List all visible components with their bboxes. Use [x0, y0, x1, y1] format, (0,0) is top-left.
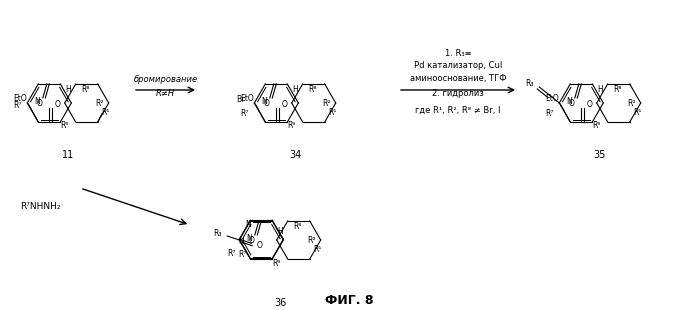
Text: H: H	[277, 227, 283, 236]
Text: 35: 35	[594, 150, 606, 160]
Text: Br: Br	[236, 95, 244, 104]
Text: R≠H: R≠H	[156, 90, 175, 99]
Text: O: O	[256, 241, 262, 250]
Text: EtO: EtO	[545, 94, 559, 103]
Text: 1. R₃≡: 1. R₃≡	[445, 50, 471, 59]
Text: R⁸: R⁸	[614, 86, 622, 95]
Text: ФИГ. 8: ФИГ. 8	[325, 294, 373, 307]
Text: R₃: R₃	[213, 229, 221, 238]
Text: O: O	[568, 100, 574, 108]
Text: R¹: R¹	[313, 245, 322, 254]
Text: R⁷: R⁷	[227, 250, 235, 259]
Text: R₃: R₃	[525, 78, 533, 87]
Text: R⁷: R⁷	[13, 100, 22, 109]
Text: N: N	[34, 97, 40, 106]
Text: R¹: R¹	[101, 108, 110, 117]
Text: N: N	[239, 237, 244, 246]
Text: R²: R²	[307, 237, 316, 246]
Text: R⁹: R⁹	[287, 121, 295, 130]
Text: R⁸: R⁸	[294, 223, 302, 232]
Text: R⁹: R⁹	[60, 121, 68, 130]
Text: 2. гидролиз: 2. гидролиз	[432, 90, 484, 99]
Text: N: N	[566, 97, 572, 106]
Text: R¹: R¹	[329, 108, 337, 117]
Text: R⁹: R⁹	[592, 121, 600, 130]
Text: бромирование: бромирование	[133, 76, 198, 85]
Text: R²: R²	[322, 100, 331, 108]
Text: O: O	[263, 100, 269, 108]
Text: аминооснование, ТГФ: аминооснование, ТГФ	[410, 73, 506, 82]
Text: R²: R²	[96, 100, 104, 108]
Text: H: H	[292, 85, 298, 94]
Text: EtO: EtO	[240, 94, 254, 103]
Text: N: N	[246, 234, 252, 243]
Text: R⁸: R⁸	[82, 86, 90, 95]
Text: 36: 36	[274, 298, 286, 308]
Text: O: O	[36, 100, 43, 108]
Text: R⁹: R⁹	[272, 259, 280, 268]
Text: R⁷: R⁷	[545, 108, 554, 117]
Text: где R¹, R², R⁸ ≠ Br, I: где R¹, R², R⁸ ≠ Br, I	[415, 105, 500, 114]
Text: R⁷NHNH₂: R⁷NHNH₂	[20, 202, 60, 211]
Text: R⁷: R⁷	[238, 250, 246, 259]
Text: R⁷: R⁷	[240, 108, 248, 117]
Text: 11: 11	[62, 150, 74, 160]
Text: O: O	[248, 237, 254, 246]
Text: R⁸: R⁸	[309, 86, 317, 95]
Text: O: O	[281, 100, 288, 108]
Text: N: N	[246, 220, 251, 229]
Text: H: H	[65, 85, 71, 94]
Text: R¹: R¹	[634, 108, 642, 117]
Text: O: O	[586, 100, 592, 108]
Text: R²: R²	[628, 100, 636, 108]
Text: EtO: EtO	[13, 94, 27, 103]
Text: O: O	[54, 100, 60, 108]
Text: N: N	[261, 97, 267, 106]
Text: 34: 34	[289, 150, 301, 160]
Text: H: H	[597, 85, 603, 94]
Text: Pd катализатор, CuI: Pd катализатор, CuI	[414, 61, 502, 70]
